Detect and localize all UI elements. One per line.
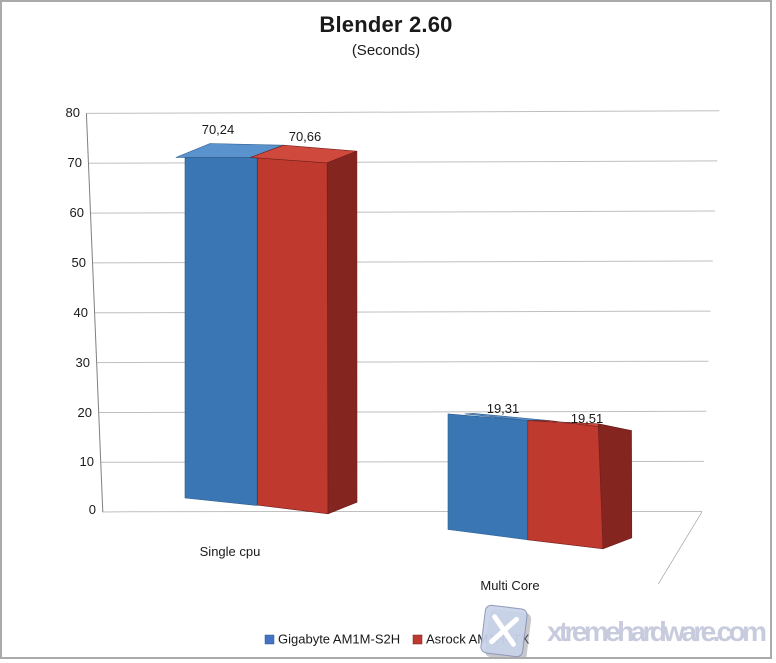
svg-text:70: 70 xyxy=(68,155,82,170)
svg-text:70,24: 70,24 xyxy=(202,122,235,137)
svg-text:Multi Core: Multi Core xyxy=(480,578,539,593)
svg-text:Single cpu: Single cpu xyxy=(200,544,261,559)
svg-text:0: 0 xyxy=(89,502,96,517)
svg-text:60: 60 xyxy=(70,205,84,220)
svg-text:30: 30 xyxy=(76,355,90,370)
svg-text:70,66: 70,66 xyxy=(289,129,322,144)
svg-text:19,51: 19,51 xyxy=(571,411,604,426)
svg-text:20: 20 xyxy=(78,405,92,420)
svg-text:50: 50 xyxy=(72,255,86,270)
svg-text:40: 40 xyxy=(74,305,88,320)
svg-text:Gigabyte AM1M-S2H: Gigabyte AM1M-S2H xyxy=(278,632,400,647)
svg-text:80: 80 xyxy=(66,105,80,120)
svg-text:xtremehardware.com: xtremehardware.com xyxy=(547,616,767,647)
svg-text:19,31: 19,31 xyxy=(487,401,520,416)
svg-text:10: 10 xyxy=(80,454,94,469)
